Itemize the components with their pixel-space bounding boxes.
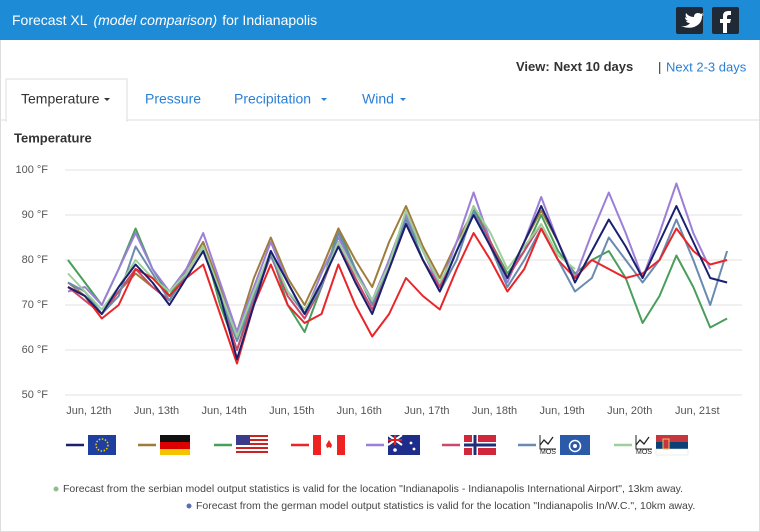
- flag-ca: [313, 435, 345, 455]
- series-line: [67, 227, 728, 365]
- flag-dmo: [560, 435, 590, 455]
- header-title: Forecast XL (model comparison) for Indiana…: [12, 12, 317, 28]
- y-tick-label: 90 °F: [22, 209, 49, 221]
- header-bar: [0, 0, 760, 40]
- x-tick-label: Jun, 15th: [269, 405, 314, 417]
- view-alternative[interactable]: Next 2-3 days: [666, 59, 747, 74]
- x-tick-label: Jun, 13th: [134, 405, 179, 417]
- y-tick-label: 50 °F: [22, 389, 49, 401]
- x-tick-label: Jun, 17th: [404, 405, 449, 417]
- flag-eu: [88, 435, 116, 455]
- x-tick-label: Jun, 21st: [675, 405, 720, 417]
- y-tick-label: 100 °F: [15, 164, 48, 176]
- legend: MOS MOS: [66, 434, 689, 456]
- chart-title: Temperature: [14, 130, 92, 145]
- x-tick-label: Jun, 12th: [66, 405, 111, 417]
- x-tick-label: Jun, 18th: [472, 405, 517, 417]
- series-line: [67, 182, 712, 333]
- grid: 50 °F 60 °F 70 °F 80 °F 90 °F 100 °F Jun, 12th…: [15, 164, 742, 417]
- flag-no: [464, 435, 496, 455]
- subtitle: (model comparison): [93, 12, 217, 28]
- tab[interactable]: Wind: [362, 91, 394, 107]
- view-separator: |: [658, 59, 661, 74]
- view-prefix: View:: [516, 59, 550, 74]
- legend-badge: MOS: [540, 449, 556, 456]
- facebook-button[interactable]: [712, 7, 739, 34]
- flag-de: [160, 435, 190, 455]
- flag-rs: [655, 435, 689, 456]
- caret: [400, 98, 406, 101]
- note: Forecast from the german model output st…: [196, 500, 695, 512]
- twitter-button[interactable]: [676, 7, 704, 34]
- mos-icon: [539, 435, 556, 450]
- flag-us: [236, 435, 268, 455]
- location: for Indianapolis: [222, 12, 317, 28]
- x-tick-label: Jun, 20th: [607, 405, 652, 417]
- view-current: Next 10 days: [554, 59, 634, 74]
- lines: [67, 182, 729, 365]
- x-tick-label: Jun, 14th: [201, 405, 246, 417]
- caret: [104, 98, 110, 101]
- view-label: View: Next 10 days: [516, 59, 633, 74]
- x-tick-label: Jun, 19th: [539, 405, 584, 417]
- tab[interactable]: Pressure: [145, 91, 201, 107]
- x-tick-label: Jun, 16th: [337, 405, 382, 417]
- series-line: [67, 205, 728, 360]
- note-bullet: [53, 486, 59, 492]
- flag-au: [387, 434, 420, 455]
- y-tick-label: 70 °F: [22, 299, 49, 311]
- y-tick-label: 60 °F: [22, 344, 49, 356]
- tab-gap: [7, 119, 126, 122]
- mos-icon: [635, 435, 652, 450]
- tab[interactable]: Temperature: [21, 91, 100, 107]
- note-bullet: [186, 503, 192, 509]
- legend-badge: MOS: [636, 449, 652, 456]
- y-tick-label: 80 °F: [22, 254, 49, 266]
- title: Forecast XL: [12, 12, 88, 28]
- tab[interactable]: Precipitation: [234, 91, 311, 107]
- caret: [321, 98, 327, 101]
- note: Forecast from the serbian model output s…: [63, 483, 683, 495]
